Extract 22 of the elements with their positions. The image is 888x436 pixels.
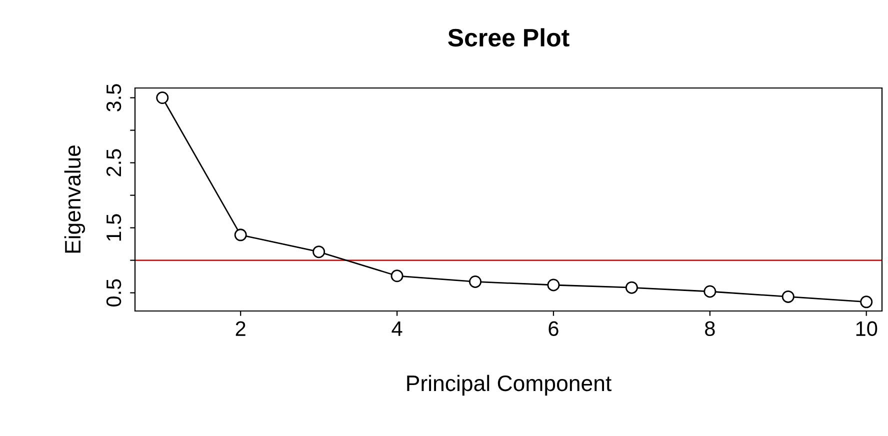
x-tick-label: 2	[236, 321, 246, 336]
x-tick-label: 6	[548, 321, 558, 336]
point	[704, 285, 716, 298]
point	[312, 246, 326, 258]
point	[156, 92, 169, 104]
point	[390, 270, 404, 282]
chart-title: Scree Plot	[448, 28, 570, 47]
y-tick-label: 1.5	[106, 214, 122, 241]
point	[234, 228, 247, 242]
y-tick-label: 0.5	[106, 279, 122, 306]
point	[782, 290, 794, 303]
point	[469, 275, 482, 288]
y-tick-label: 3.5	[106, 84, 122, 112]
x-tick-label: 10	[856, 321, 878, 336]
x-tick-label: 4	[392, 321, 402, 336]
point	[547, 278, 560, 292]
point	[625, 281, 638, 294]
y-axis-title: Eigenvalue	[64, 146, 86, 253]
point	[860, 296, 873, 308]
x-tick-label: 8	[705, 321, 715, 336]
y-tick-label: 2.5	[106, 149, 122, 176]
x-axis-title: Principal Component	[407, 374, 612, 396]
